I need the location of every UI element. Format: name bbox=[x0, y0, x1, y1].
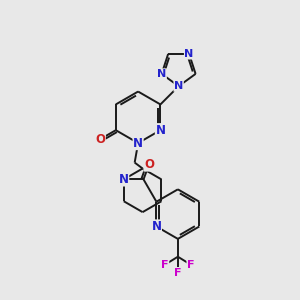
Text: F: F bbox=[187, 260, 194, 270]
Text: F: F bbox=[161, 260, 169, 270]
Text: N: N bbox=[184, 49, 194, 59]
Text: N: N bbox=[152, 220, 161, 233]
Text: N: N bbox=[133, 136, 143, 150]
Text: O: O bbox=[95, 133, 105, 146]
Text: N: N bbox=[157, 69, 166, 79]
Text: N: N bbox=[174, 81, 183, 91]
Text: F: F bbox=[174, 268, 182, 278]
Text: O: O bbox=[144, 158, 154, 171]
Text: N: N bbox=[119, 173, 129, 186]
Text: N: N bbox=[155, 124, 165, 137]
